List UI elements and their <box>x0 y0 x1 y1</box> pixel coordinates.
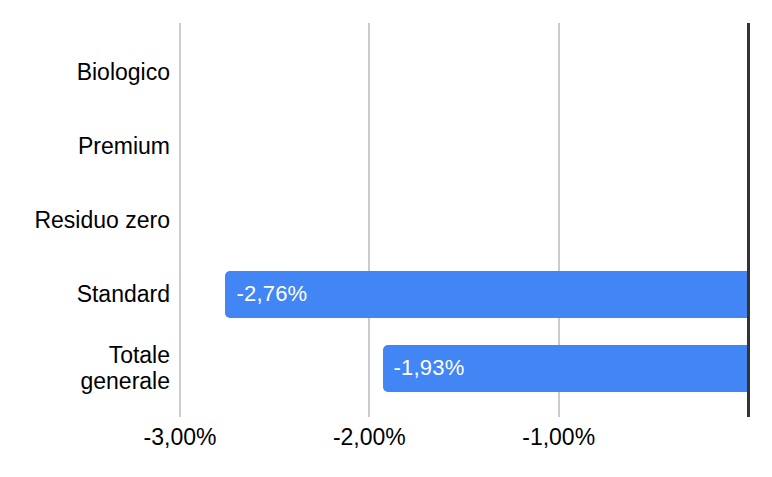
category-label: Totale generale <box>25 342 170 394</box>
x-tick-label: -2,00% <box>289 424 449 450</box>
bar-standard: -2,76% <box>225 271 748 318</box>
gridline--2,00% <box>368 23 370 417</box>
category-label: Residuo zero <box>25 207 170 233</box>
x-tick-label: -1,00% <box>479 424 639 450</box>
zero-baseline-axis <box>747 23 750 417</box>
category-label: Biologico <box>25 59 170 85</box>
plot-area: -2,76% -1,93% <box>180 23 748 417</box>
horizontal-bar-chart: Biologico Premium Residuo zero Standard Tota… <box>0 0 772 477</box>
category-label: Premium <box>25 133 170 159</box>
bar-value-label: -2,76% <box>225 281 307 307</box>
bar-value-label: -1,93% <box>383 355 465 381</box>
bar-totale-generale: -1,93% <box>383 345 748 392</box>
category-label: Standard <box>25 281 170 307</box>
gridline--3,00% <box>179 23 181 417</box>
x-tick-label: -3,00% <box>100 424 260 450</box>
